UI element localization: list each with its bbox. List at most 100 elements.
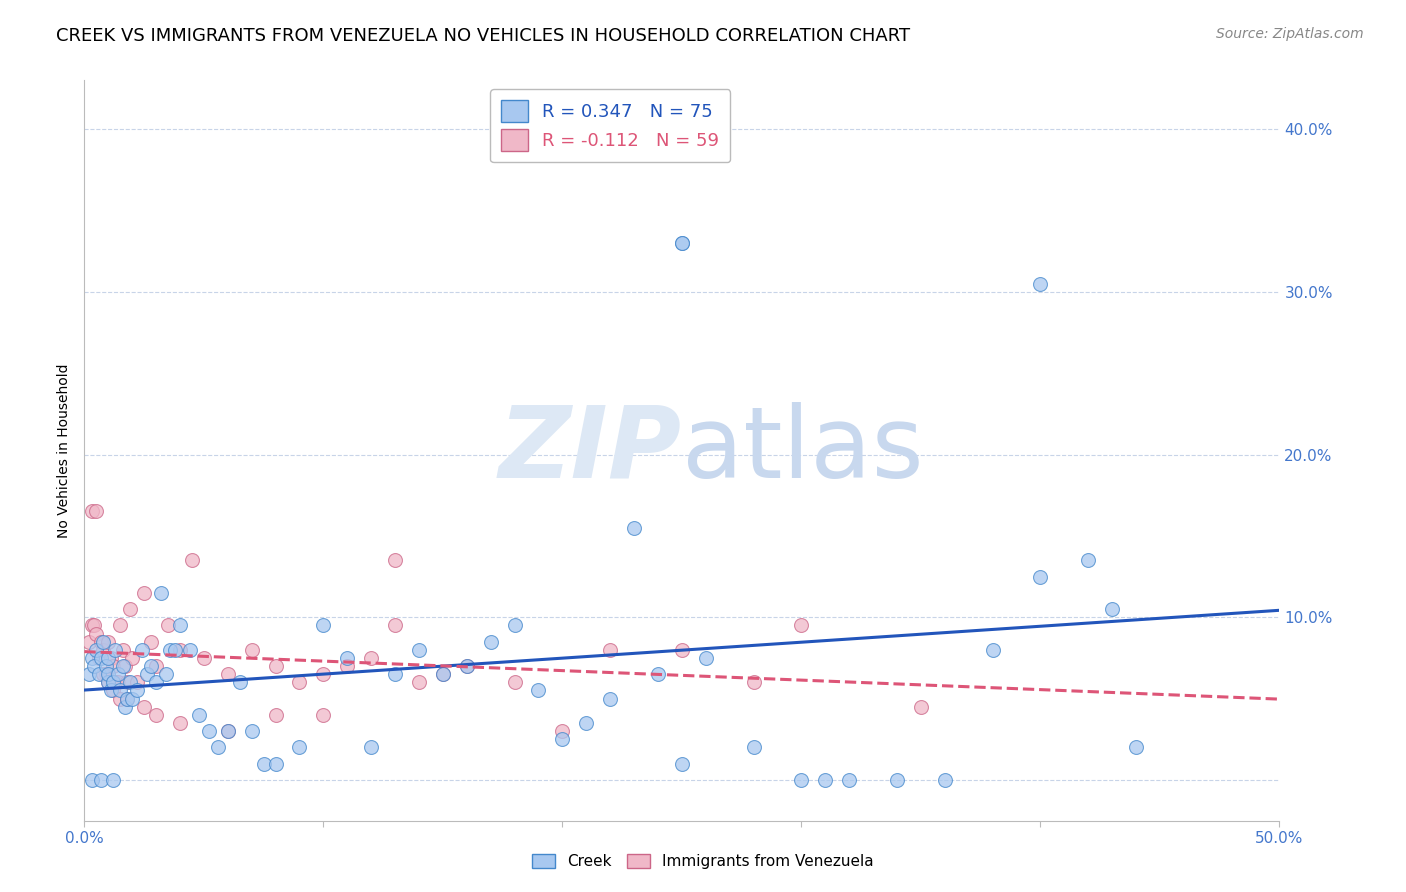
Point — [312, 707, 335, 722]
Point — [104, 642, 127, 657]
Point — [117, 691, 139, 706]
Point — [110, 691, 132, 706]
Point — [384, 667, 406, 681]
Point — [623, 521, 645, 535]
Point — [118, 675, 141, 690]
Point — [101, 772, 124, 787]
Point — [141, 634, 163, 648]
Point — [790, 772, 813, 787]
Point — [503, 618, 526, 632]
Legend: Creek, Immigrants from Venezuela: Creek, Immigrants from Venezuela — [526, 848, 880, 875]
Point — [94, 667, 117, 681]
Point — [742, 740, 765, 755]
Point — [80, 504, 103, 518]
Point — [384, 553, 406, 567]
Point — [121, 651, 143, 665]
Point — [111, 642, 134, 657]
Text: ZIP: ZIP — [499, 402, 682, 499]
Point — [125, 683, 148, 698]
Point — [188, 707, 211, 722]
Point — [240, 724, 263, 739]
Point — [90, 651, 112, 665]
Point — [86, 504, 108, 518]
Point — [135, 667, 157, 681]
Text: CREEK VS IMMIGRANTS FROM VENEZUELA NO VEHICLES IN HOUSEHOLD CORRELATION CHART: CREEK VS IMMIGRANTS FROM VENEZUELA NO VE… — [56, 27, 910, 45]
Point — [107, 675, 129, 690]
Point — [288, 740, 311, 755]
Point — [432, 667, 454, 681]
Point — [599, 691, 621, 706]
Point — [336, 659, 359, 673]
Point — [101, 675, 124, 690]
Point — [165, 642, 187, 657]
Point — [886, 772, 908, 787]
Point — [1077, 553, 1099, 567]
Point — [114, 659, 136, 673]
Point — [264, 707, 287, 722]
Point — [132, 586, 156, 600]
Text: Source: ZipAtlas.com: Source: ZipAtlas.com — [1216, 27, 1364, 41]
Point — [107, 667, 129, 681]
Point — [141, 659, 163, 673]
Point — [432, 667, 454, 681]
Point — [169, 618, 191, 632]
Point — [288, 675, 311, 690]
Point — [97, 667, 120, 681]
Point — [97, 651, 120, 665]
Point — [157, 618, 180, 632]
Point — [149, 586, 172, 600]
Point — [503, 675, 526, 690]
Point — [117, 675, 139, 690]
Point — [575, 716, 598, 731]
Point — [217, 724, 239, 739]
Point — [80, 772, 103, 787]
Point — [125, 675, 148, 690]
Point — [671, 642, 693, 657]
Point — [742, 675, 765, 690]
Point — [527, 683, 550, 698]
Point — [114, 699, 136, 714]
Point — [551, 732, 574, 747]
Point — [181, 553, 204, 567]
Point — [111, 659, 134, 673]
Point — [80, 618, 103, 632]
Point — [93, 642, 115, 657]
Point — [312, 667, 335, 681]
Point — [253, 756, 276, 771]
Point — [100, 683, 122, 698]
Point — [132, 699, 156, 714]
Point — [647, 667, 669, 681]
Point — [1125, 740, 1147, 755]
Point — [671, 235, 693, 250]
Point — [93, 667, 115, 681]
Point — [101, 659, 124, 673]
Point — [408, 642, 430, 657]
Point — [83, 659, 105, 673]
Point — [145, 675, 167, 690]
Point — [695, 651, 717, 665]
Point — [790, 618, 813, 632]
Point — [100, 651, 122, 665]
Point — [910, 699, 932, 714]
Point — [93, 634, 115, 648]
Point — [110, 683, 132, 698]
Point — [934, 772, 956, 787]
Point — [312, 618, 335, 632]
Point — [1029, 569, 1052, 583]
Legend: R = 0.347   N = 75, R = -0.112   N = 59: R = 0.347 N = 75, R = -0.112 N = 59 — [491, 89, 730, 162]
Point — [145, 707, 167, 722]
Point — [671, 235, 693, 250]
Point — [814, 772, 837, 787]
Point — [83, 618, 105, 632]
Point — [80, 651, 103, 665]
Point — [117, 691, 139, 706]
Point — [121, 691, 143, 706]
Point — [179, 642, 201, 657]
Point — [145, 659, 167, 673]
Point — [169, 716, 191, 731]
Point — [97, 675, 120, 690]
Point — [551, 724, 574, 739]
Point — [408, 675, 430, 690]
Point — [155, 667, 177, 681]
Point — [240, 642, 263, 657]
